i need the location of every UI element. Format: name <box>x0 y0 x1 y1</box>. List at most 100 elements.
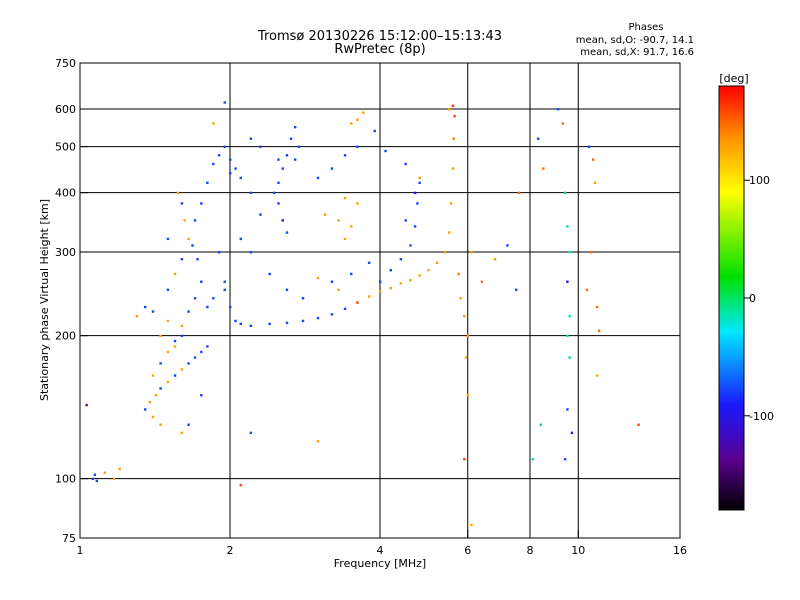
data-point <box>343 307 347 311</box>
data-point <box>566 280 569 283</box>
data-point <box>539 423 542 426</box>
data-point <box>416 202 419 205</box>
data-point <box>452 137 455 140</box>
data-point <box>556 108 560 111</box>
data-point <box>166 237 170 241</box>
legend: Phases mean, sd,O: -90.7, 14.1 mean, sd,… <box>576 22 694 58</box>
data-point <box>451 104 455 108</box>
data-point <box>200 350 203 354</box>
data-point <box>259 213 262 216</box>
x-tick-label: 6 <box>464 544 471 557</box>
y-axis: 75 100 200 300 400 500 600 750 <box>55 57 88 545</box>
data-point <box>223 145 226 149</box>
data-point <box>196 258 199 261</box>
data-point <box>389 268 392 272</box>
data-point <box>384 149 387 153</box>
data-point <box>187 310 190 313</box>
data-point <box>459 297 462 300</box>
data-point <box>277 202 280 205</box>
y-tick-label: 300 <box>55 246 76 259</box>
grid <box>80 63 680 538</box>
data-point <box>143 305 147 309</box>
data-point <box>193 297 197 300</box>
data-point <box>566 225 569 228</box>
data-point <box>249 137 253 140</box>
data-point <box>591 158 595 161</box>
data-point <box>289 137 293 140</box>
data-point <box>277 181 280 185</box>
data-point <box>234 319 237 323</box>
x-tick-label: 4 <box>377 544 384 557</box>
x-tick-label: 16 <box>673 544 687 557</box>
data-point <box>506 244 509 247</box>
data-point <box>517 191 521 195</box>
data-point <box>285 321 289 325</box>
data-point <box>337 288 340 292</box>
data-point <box>379 280 382 283</box>
colorbar-gradient <box>718 85 745 511</box>
data-point <box>143 408 147 411</box>
data-point <box>281 219 284 222</box>
data-point <box>173 339 177 343</box>
data-point <box>316 440 320 443</box>
data-point <box>187 237 190 241</box>
legend-line-x: mean, sd,X: 91.7, 16.6 <box>580 47 694 58</box>
data-point <box>180 324 184 327</box>
data-point <box>466 394 470 397</box>
data-point <box>217 154 221 157</box>
x-tick-label: 1 <box>77 544 84 557</box>
data-point <box>343 154 347 157</box>
data-point <box>413 191 417 195</box>
data-point <box>447 108 451 111</box>
x-axis: 1 2 4 6 8 10 16 <box>77 530 687 557</box>
data-point <box>239 322 242 326</box>
data-point <box>239 176 242 180</box>
data-point <box>301 319 305 323</box>
data-point <box>323 213 327 216</box>
colorbar-label: [deg] <box>719 72 748 85</box>
data-point <box>330 313 334 316</box>
data-point <box>159 423 162 426</box>
data-point <box>193 356 197 359</box>
y-tick-label: 100 <box>55 473 76 486</box>
data-point <box>570 431 574 435</box>
data-point <box>118 467 121 470</box>
x-axis-label: Frequency [MHz] <box>334 557 426 570</box>
y-tick-label: 750 <box>55 57 76 70</box>
data-point <box>493 258 497 261</box>
data-point <box>217 251 221 254</box>
data-point <box>93 473 97 476</box>
data-point <box>159 334 162 338</box>
data-point <box>268 322 271 326</box>
data-point <box>470 523 473 527</box>
data-point <box>135 315 139 318</box>
data-point <box>268 272 271 276</box>
data-point <box>212 122 215 125</box>
data-point <box>350 272 353 276</box>
data-point <box>234 167 237 170</box>
data-point <box>281 167 284 170</box>
data-point <box>453 115 456 118</box>
data-point <box>399 258 403 261</box>
data-point <box>449 202 453 205</box>
data-point <box>356 118 359 122</box>
colorbar-tick-label: 0 <box>749 292 756 305</box>
data-point <box>597 329 601 332</box>
data-point <box>249 324 253 327</box>
data-point <box>239 237 242 241</box>
data-point <box>166 319 170 323</box>
data-point <box>379 290 382 293</box>
data-point <box>229 172 232 175</box>
data-point <box>427 268 430 272</box>
legend-line-o: mean, sd,O: -90.7, 14.1 <box>576 35 694 46</box>
y-axis-label: Stationary phase Virtual Height [km] <box>38 199 51 401</box>
data-point <box>166 380 170 384</box>
data-point <box>206 181 209 185</box>
data-point <box>151 374 155 377</box>
data-point <box>404 219 407 222</box>
x-tick-label: 2 <box>227 544 234 557</box>
data-point <box>418 176 421 180</box>
data-point <box>595 374 599 377</box>
data-point <box>159 362 162 365</box>
data-point <box>285 154 289 157</box>
